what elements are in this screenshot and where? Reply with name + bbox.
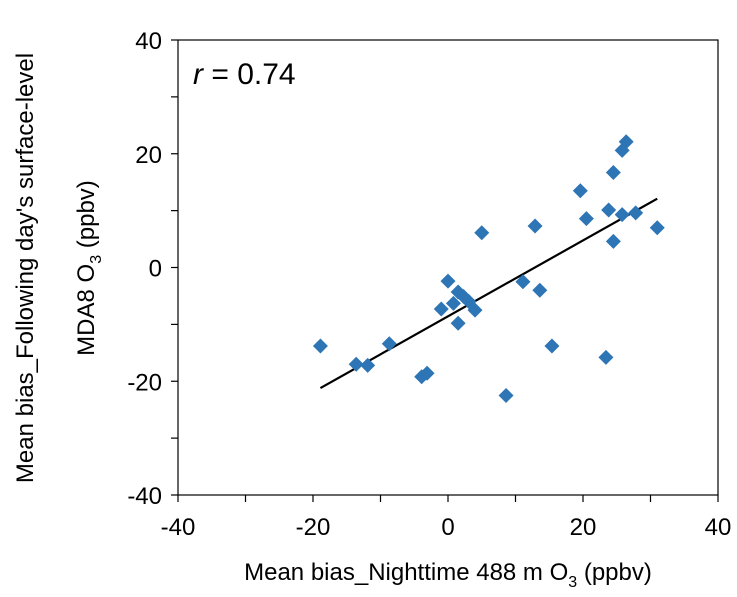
correlation-symbol: r [193, 58, 204, 91]
data-point [312, 338, 328, 354]
trend-line [319, 197, 658, 390]
data-point [532, 282, 548, 298]
data-point [498, 387, 514, 403]
data-point [433, 301, 449, 317]
data-point [572, 183, 588, 199]
y-tick-label: 0 [149, 256, 162, 283]
data-point [614, 207, 630, 223]
x-tick-label: -20 [296, 514, 331, 541]
correlation-value: = 0.74 [203, 58, 296, 91]
data-point [628, 205, 644, 221]
y-tick-label: -40 [127, 483, 162, 510]
data-point [515, 274, 531, 290]
axis-tick-labels: -40 -20 0 20 40 -40 -20 0 20 40 [127, 28, 731, 541]
data-point [601, 202, 617, 218]
x-tick-label: 0 [441, 514, 454, 541]
data-point [578, 211, 594, 227]
axis-ticks [171, 39, 719, 502]
correlation-annotation: r = 0.74 [193, 58, 296, 91]
data-point [445, 295, 461, 311]
x-tick-label: -40 [161, 514, 196, 541]
y-tick-label: -20 [127, 369, 162, 396]
plot-frame [177, 39, 719, 496]
y-tick-label: 40 [135, 28, 162, 55]
x-tick-label: 40 [705, 514, 732, 541]
y-axis-title-line1: Mean bias_Following day's surface-level [12, 53, 39, 483]
y-tick-label: 20 [135, 142, 162, 169]
data-points [312, 134, 665, 403]
data-point [440, 273, 456, 289]
data-point [474, 225, 490, 241]
data-point [598, 349, 614, 365]
data-point [467, 302, 483, 318]
data-point [649, 220, 665, 236]
data-point [605, 233, 621, 249]
data-point [419, 365, 435, 381]
x-tick-label: 20 [570, 514, 597, 541]
data-point [605, 165, 621, 181]
y-axis-title-line2: MDA8 O3 (ppbv) [73, 180, 105, 356]
data-point [360, 357, 376, 373]
data-point [618, 134, 634, 150]
x-axis-title: Mean bias_Nighttime 488 m O3 (ppbv) [244, 559, 652, 591]
data-point [527, 218, 543, 234]
data-point [450, 315, 466, 331]
data-point [544, 338, 560, 354]
data-point [348, 356, 364, 372]
data-point [381, 336, 397, 352]
